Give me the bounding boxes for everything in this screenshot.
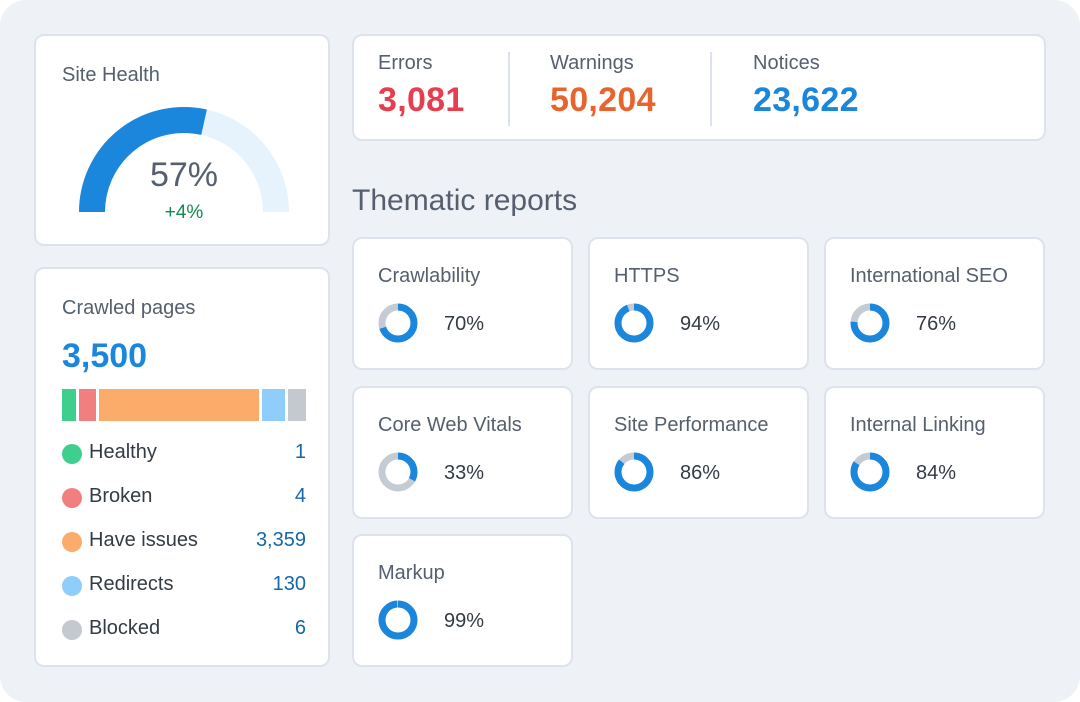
report-percent: 84% bbox=[916, 462, 957, 484]
notices-value: 23,622 bbox=[753, 81, 859, 119]
donut-chart bbox=[850, 452, 890, 492]
legend-dot bbox=[62, 488, 82, 508]
notices-summary[interactable]: Notices 23,622 bbox=[753, 52, 859, 120]
report-card-site-performance[interactable]: Site Performance 86% bbox=[588, 386, 809, 519]
bar-segment-blocked bbox=[288, 389, 306, 421]
warnings-summary[interactable]: Warnings 50,204 bbox=[550, 52, 656, 120]
report-card-crawlability[interactable]: Crawlability 70% bbox=[352, 237, 573, 370]
legend-dot bbox=[62, 444, 82, 464]
donut-fill bbox=[614, 303, 654, 343]
report-percent: 99% bbox=[444, 610, 485, 632]
legend-value[interactable]: 6 bbox=[294, 617, 306, 639]
report-name: Crawlability bbox=[378, 265, 481, 287]
report-percent: 94% bbox=[680, 313, 721, 335]
errors-label: Errors bbox=[378, 52, 433, 74]
thematic-reports-heading: Thematic reports bbox=[352, 184, 578, 217]
errors-summary[interactable]: Errors 3,081 bbox=[378, 52, 465, 120]
report-card-https[interactable]: HTTPS 94% bbox=[588, 237, 809, 370]
donut-chart bbox=[378, 452, 418, 492]
divider bbox=[710, 52, 712, 126]
donut-fill bbox=[850, 303, 890, 343]
site-health-card[interactable]: Site Health 57% +4% bbox=[34, 34, 330, 246]
bar-segment-healthy bbox=[62, 389, 76, 421]
errors-value: 3,081 bbox=[378, 81, 465, 119]
report-card-international-seo[interactable]: International SEO 76% bbox=[824, 237, 1045, 370]
report-percent: 86% bbox=[680, 462, 721, 484]
gauge-track bbox=[200, 109, 289, 213]
legend-row-have-issues[interactable]: Have issues 3,359 bbox=[62, 529, 306, 573]
report-name: HTTPS bbox=[614, 265, 680, 287]
legend-label: Have issues bbox=[89, 529, 198, 551]
donut-fill bbox=[378, 303, 418, 343]
site-health-value: 57% bbox=[149, 156, 219, 194]
report-percent: 33% bbox=[444, 462, 485, 484]
report-card-internal-linking[interactable]: Internal Linking 84% bbox=[824, 386, 1045, 519]
report-name: Markup bbox=[378, 562, 445, 584]
crawled-pages-title: Crawled pages bbox=[62, 297, 196, 319]
site-health-gauge bbox=[79, 107, 289, 213]
legend-value[interactable]: 4 bbox=[294, 485, 306, 507]
report-percent: 70% bbox=[444, 313, 485, 335]
donut-chart bbox=[614, 303, 654, 343]
legend-label: Blocked bbox=[89, 617, 161, 639]
donut-fill bbox=[378, 452, 418, 492]
notices-label: Notices bbox=[753, 52, 820, 74]
donut-fill bbox=[850, 452, 890, 492]
donut-chart bbox=[850, 303, 890, 343]
donut-chart bbox=[378, 600, 418, 640]
report-name: International SEO bbox=[850, 265, 1008, 287]
donut-chart bbox=[614, 452, 654, 492]
donut-fill bbox=[614, 452, 654, 492]
report-percent: 76% bbox=[916, 313, 957, 335]
legend-row-redirects[interactable]: Redirects 130 bbox=[62, 573, 306, 617]
donut-fill bbox=[378, 600, 418, 640]
legend-dot bbox=[62, 532, 82, 552]
crawled-pages-bar bbox=[62, 389, 306, 421]
gauge-fill bbox=[79, 107, 207, 213]
legend-label: Healthy bbox=[89, 441, 157, 463]
crawled-pages-total: 3,500 bbox=[62, 337, 148, 375]
issues-summary-card: Errors 3,081 Warnings 50,204 Notices 23,… bbox=[352, 34, 1046, 141]
donut-chart bbox=[378, 303, 418, 343]
crawled-pages-legend: Healthy 1 Broken 4 Have issues 3,359 Red… bbox=[62, 441, 306, 661]
legend-label: Broken bbox=[89, 485, 153, 507]
crawled-pages-card[interactable]: Crawled pages 3,500 Healthy 1 Broken 4 H… bbox=[34, 267, 330, 667]
legend-row-blocked[interactable]: Blocked 6 bbox=[62, 617, 306, 661]
legend-dot bbox=[62, 620, 82, 640]
warnings-label: Warnings bbox=[550, 52, 634, 74]
legend-row-healthy[interactable]: Healthy 1 bbox=[62, 441, 306, 485]
bar-segment-have-issues bbox=[99, 389, 259, 421]
site-health-title: Site Health bbox=[62, 64, 160, 86]
report-card-markup[interactable]: Markup 99% bbox=[352, 534, 573, 667]
divider bbox=[508, 52, 510, 126]
legend-value[interactable]: 130 bbox=[272, 573, 306, 595]
legend-value[interactable]: 1 bbox=[294, 441, 306, 463]
legend-value[interactable]: 3,359 bbox=[255, 529, 306, 551]
bar-segment-redirects bbox=[262, 389, 285, 421]
report-name: Site Performance bbox=[614, 414, 769, 436]
legend-dot bbox=[62, 576, 82, 596]
report-name: Core Web Vitals bbox=[378, 414, 522, 436]
site-health-delta: +4% bbox=[164, 202, 204, 223]
report-card-core-web-vitals[interactable]: Core Web Vitals 33% bbox=[352, 386, 573, 519]
bar-segment-broken bbox=[79, 389, 96, 421]
warnings-value: 50,204 bbox=[550, 81, 656, 119]
legend-label: Redirects bbox=[89, 573, 174, 595]
legend-row-broken[interactable]: Broken 4 bbox=[62, 485, 306, 529]
report-name: Internal Linking bbox=[850, 414, 986, 436]
